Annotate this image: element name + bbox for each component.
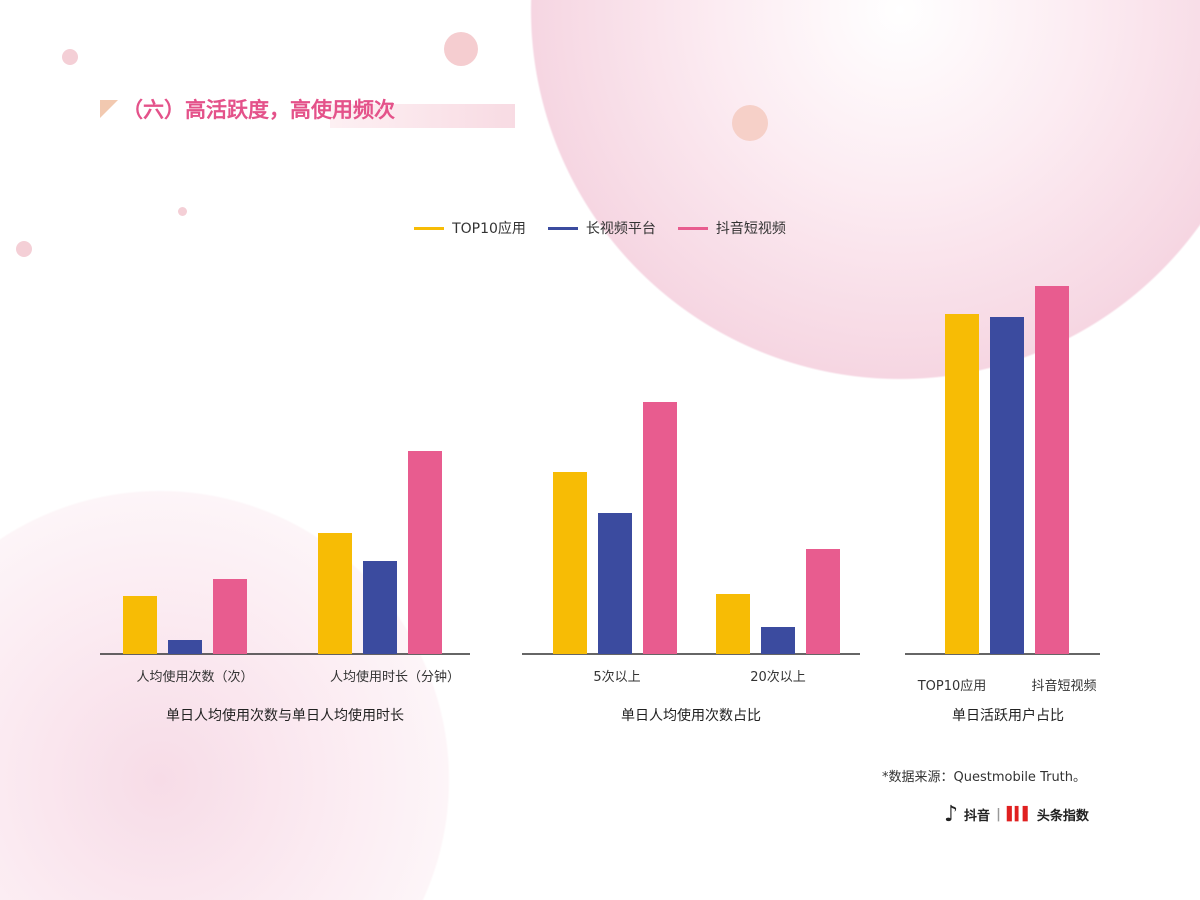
source-note: *数据来源：Questmobile Truth。 bbox=[882, 770, 1087, 785]
douyin-logo-text: 抖音 bbox=[964, 809, 991, 824]
tick-label: 5次以上 bbox=[593, 669, 640, 685]
legend-swatch bbox=[547, 226, 578, 230]
bar bbox=[363, 561, 397, 654]
tick-label: 20次以上 bbox=[750, 669, 806, 685]
tick-label: 抖音短视频 bbox=[1031, 678, 1096, 694]
bg-dot bbox=[16, 241, 32, 257]
title-underlay bbox=[330, 104, 515, 128]
legend: TOP10应用 长视频平台 抖音短视频 bbox=[0, 218, 1200, 238]
legend-item: 长视频平台 bbox=[547, 218, 656, 238]
bar bbox=[643, 402, 677, 654]
tick-label: TOP10应用 bbox=[917, 678, 987, 694]
bar bbox=[761, 627, 795, 654]
bg-dot bbox=[178, 207, 187, 216]
logos: ♪ 抖音 | ▌▍▌ 头条指数 bbox=[944, 802, 1089, 827]
legend-swatch bbox=[414, 226, 445, 230]
bar bbox=[1035, 286, 1069, 654]
douyin-logo-icon: ♪ bbox=[944, 802, 959, 827]
legend-item: TOP10应用 bbox=[414, 218, 526, 238]
chart-title: 单日人均使用次数占比 bbox=[621, 707, 761, 724]
chart-title: 单日活跃用户占比 bbox=[952, 707, 1064, 724]
bg-dot bbox=[444, 32, 478, 66]
chart-title: 单日人均使用次数与单日人均使用时长 bbox=[166, 707, 404, 724]
bar bbox=[553, 472, 587, 654]
legend-label: 长视频平台 bbox=[585, 221, 656, 237]
title-triangle-icon bbox=[100, 100, 118, 118]
legend-item: 抖音短视频 bbox=[677, 218, 786, 238]
bar bbox=[408, 451, 442, 654]
bar bbox=[598, 513, 632, 654]
toutiao-logo-text: 头条指数 bbox=[1036, 809, 1089, 824]
bg-dot bbox=[62, 49, 78, 65]
bar bbox=[123, 596, 157, 654]
bg-dot bbox=[732, 105, 768, 141]
tick-label: 人均使用时长（分钟） bbox=[330, 669, 460, 685]
legend-label: 抖音短视频 bbox=[715, 221, 786, 237]
bar bbox=[168, 640, 202, 654]
page-title: （六）高活跃度，高使用频次 bbox=[122, 98, 395, 122]
legend-label: TOP10应用 bbox=[452, 221, 526, 237]
bar bbox=[806, 549, 840, 654]
tick-label: 人均使用次数（次） bbox=[136, 669, 253, 685]
bar bbox=[945, 314, 979, 654]
toutiao-bars-icon: ▌▍▌ bbox=[1006, 807, 1033, 822]
legend-swatch bbox=[677, 226, 708, 230]
bar bbox=[716, 594, 750, 654]
bar bbox=[213, 579, 247, 654]
bar bbox=[318, 533, 352, 654]
bar bbox=[990, 317, 1024, 654]
divider: | bbox=[996, 807, 1001, 822]
